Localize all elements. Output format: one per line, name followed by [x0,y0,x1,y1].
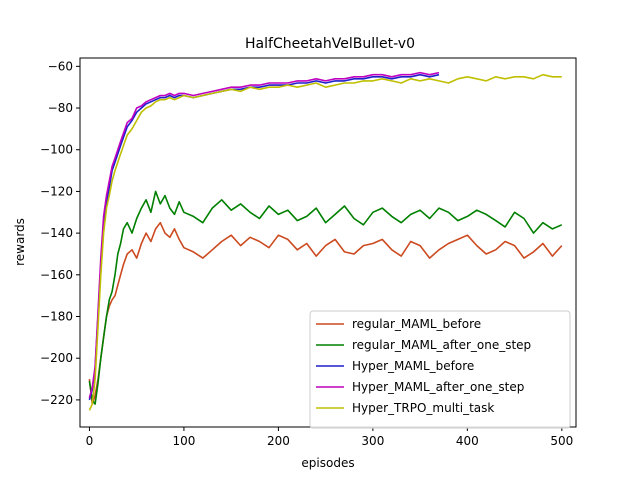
x-axis-title: episodes [301,456,354,470]
series-line-0 [88,221,563,405]
plot-area [88,71,563,411]
legend-label: regular_MAML_before [352,317,481,331]
legend: regular_MAML_before regular_MAML_after_on… [309,310,571,429]
x-tick-label: 0 [86,434,94,448]
y-tick-label: −200 [40,351,73,365]
series-line-4 [88,73,562,411]
x-tick-label: 400 [456,434,479,448]
chart-title: HalfCheetahVelBullet-v0 [245,36,415,52]
legend-box [309,310,571,429]
x-axis: 0 100 200 300 400 500 [86,427,573,448]
y-axis: −220 −200 −180 −160 −140 −120 −100 −80 −60 [40,59,80,407]
series-line-1 [88,190,563,405]
y-tick-label: −100 [40,143,73,157]
y-axis-title: rewards [13,218,27,266]
y-tick-label: −160 [40,268,73,282]
y-tick-label: −180 [40,310,73,324]
x-tick-label: 200 [267,434,290,448]
y-tick-label: −80 [48,101,73,115]
x-tick-label: 100 [172,434,195,448]
y-tick-label: −120 [40,184,73,198]
y-tick-label: −140 [40,226,73,240]
x-tick-label: 300 [361,434,384,448]
y-tick-label: −220 [40,393,73,407]
legend-label: regular_MAML_after_one_step [352,338,531,352]
legend-label: Hyper_TRPO_multi_task [352,401,494,415]
x-tick-label: 500 [550,434,573,448]
legend-label: Hyper_MAML_before [352,359,474,373]
series-line-3 [88,71,440,399]
legend-label: Hyper_MAML_after_one_step [352,380,524,394]
y-tick-label: −60 [48,59,73,73]
